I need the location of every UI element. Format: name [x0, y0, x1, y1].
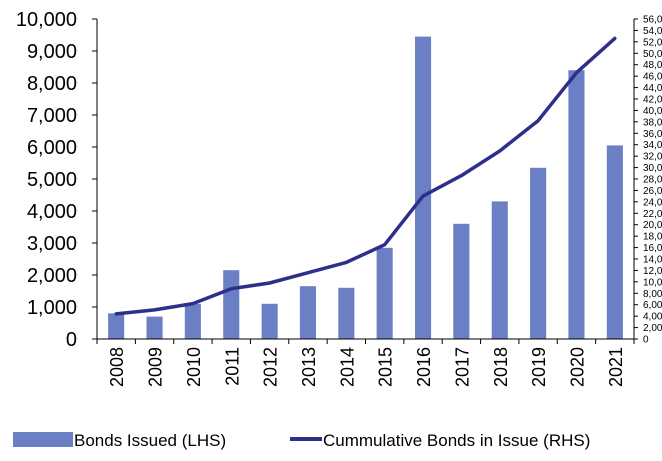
- left-tick-label: 2,000: [27, 265, 77, 287]
- bar-2009: [146, 316, 163, 339]
- x-tick-label: 2012: [261, 347, 281, 387]
- right-tick-label: 48,000: [643, 60, 662, 71]
- bar-2018: [491, 201, 508, 339]
- line-group: [114, 36, 617, 316]
- right-tick-label: 8,000: [643, 289, 662, 300]
- bar-2010: [184, 303, 201, 339]
- right-tick-label: 14,000: [643, 255, 662, 266]
- bar-2016: [415, 36, 432, 339]
- legend: Bonds Issued (LHS) Cummulative Bonds in …: [13, 431, 590, 450]
- right-tick-label: 56,000: [643, 15, 662, 26]
- bar-2013: [299, 286, 316, 339]
- legend-label-cumulative: Cummulative Bonds in Issue (RHS): [323, 431, 590, 450]
- bar-2019: [530, 167, 547, 339]
- right-tick-label: 6,000: [643, 300, 662, 311]
- right-tick-label: 42,000: [643, 95, 662, 106]
- right-tick-label: 24,000: [643, 197, 662, 208]
- right-tick-label: 50,000: [643, 49, 662, 60]
- x-tick-label: 2015: [376, 347, 396, 387]
- right-tick-label: 40,000: [643, 106, 662, 117]
- right-tick-label: 12,000: [643, 266, 662, 277]
- right-tick-label: 22,000: [643, 209, 662, 220]
- left-tick-label: 4,000: [27, 201, 77, 223]
- bar-2011: [223, 270, 240, 339]
- left-tick-label: 8,000: [27, 73, 77, 95]
- cumulative-line: [114, 36, 617, 316]
- x-tick-label: 2020: [567, 347, 587, 387]
- bar-2021: [606, 145, 623, 339]
- right-tick-label: 28,000: [643, 175, 662, 186]
- bar-2008: [108, 313, 125, 339]
- right-tick-label: 30,000: [643, 163, 662, 174]
- right-tick-label: 32,000: [643, 152, 662, 163]
- right-tick-label: 54,000: [643, 26, 662, 37]
- left-tick-label: 7,000: [27, 105, 77, 127]
- bar-2012: [261, 303, 278, 339]
- right-tick-label: 36,000: [643, 129, 662, 140]
- right-tick-label: 46,000: [643, 72, 662, 83]
- right-tick-label: 20,000: [643, 220, 662, 231]
- left-tick-label: 10,000: [16, 9, 77, 31]
- right-tick-label: 4,000: [643, 312, 662, 323]
- x-tick-label: 2017: [452, 347, 472, 387]
- bar-2020: [568, 70, 585, 339]
- x-tick-label: 2013: [299, 347, 319, 387]
- x-tick-label: 2019: [529, 347, 549, 387]
- left-tick-label: 1,000: [27, 297, 77, 319]
- axes-group: 0 1,000 2,000 3,000 4,000 5,000 6,000 7,000 8,00…: [16, 9, 662, 387]
- left-tick-label: 5,000: [27, 169, 77, 191]
- right-tick-label: 18,000: [643, 232, 662, 243]
- right-tick-label: 10,000: [643, 277, 662, 288]
- x-tick-label: 2016: [414, 347, 434, 387]
- bar-2017: [453, 223, 470, 339]
- legend-label-bonds-issued: Bonds Issued (LHS): [74, 431, 226, 450]
- x-tick-label: 2008: [107, 347, 127, 387]
- right-tick-label: 52,000: [643, 37, 662, 48]
- x-tick-label: 2009: [146, 347, 166, 387]
- right-tick-label: 16,000: [643, 243, 662, 254]
- left-tick-label: 6,000: [27, 137, 77, 159]
- right-tick-label: 44,000: [643, 83, 662, 94]
- left-tick-label: 0: [66, 329, 77, 351]
- right-tick-label: 38,000: [643, 117, 662, 128]
- bar-2014: [338, 287, 355, 339]
- x-tick-label: 2021: [606, 347, 626, 387]
- bars-group: [108, 36, 623, 339]
- x-tick-label: 2010: [184, 347, 204, 387]
- legend-swatch-bonds-issued: [13, 432, 73, 447]
- right-tick-label: 0: [643, 335, 649, 346]
- x-tick-label: 2018: [491, 347, 511, 387]
- right-tick-label: 34,000: [643, 140, 662, 151]
- bar-2015: [376, 247, 393, 339]
- x-tick-label: 2014: [337, 347, 357, 387]
- right-tick-label: 2,000: [643, 323, 662, 334]
- x-tick-label: 2011: [222, 347, 242, 386]
- left-tick-label: 9,000: [27, 41, 77, 63]
- left-tick-label: 3,000: [27, 233, 77, 255]
- right-tick-label: 26,000: [643, 186, 662, 197]
